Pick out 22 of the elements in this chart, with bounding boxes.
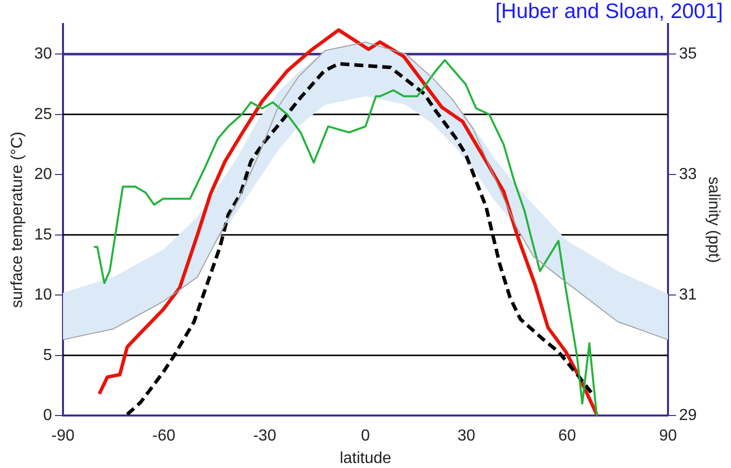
text: [Huber and Sloan, 2001]: [495, 0, 723, 24]
y-tick-label: 15: [34, 226, 52, 244]
y-tick-label: 20: [34, 166, 52, 184]
x-tick-label: -30: [253, 428, 276, 445]
x-tick-label: 30: [457, 428, 476, 445]
x-tick-label: 60: [558, 428, 576, 445]
y2-tick-label: 33: [679, 166, 697, 184]
x-tick-label: 0: [361, 428, 370, 445]
y-axis-title: surface temperature (°C): [9, 132, 26, 308]
x-tick-label: 90: [659, 428, 678, 445]
y2-tick-label: 31: [679, 286, 697, 304]
x-tick-label: -90: [51, 428, 75, 445]
y-tick-label: 30: [34, 46, 52, 63]
y-tick-label: 25: [34, 106, 52, 123]
x-tick-label: -60: [152, 428, 176, 445]
y-tick-label: 5: [43, 346, 52, 364]
y2-axis-title: salinity (ppt): [704, 176, 722, 263]
y-tick-label: 0: [43, 407, 52, 424]
y2-tick-label: 29: [679, 407, 697, 424]
x-axis-title: latitude: [340, 450, 392, 467]
y2-tick-label: 35: [679, 46, 697, 63]
y-tick-label: 10: [34, 286, 52, 304]
